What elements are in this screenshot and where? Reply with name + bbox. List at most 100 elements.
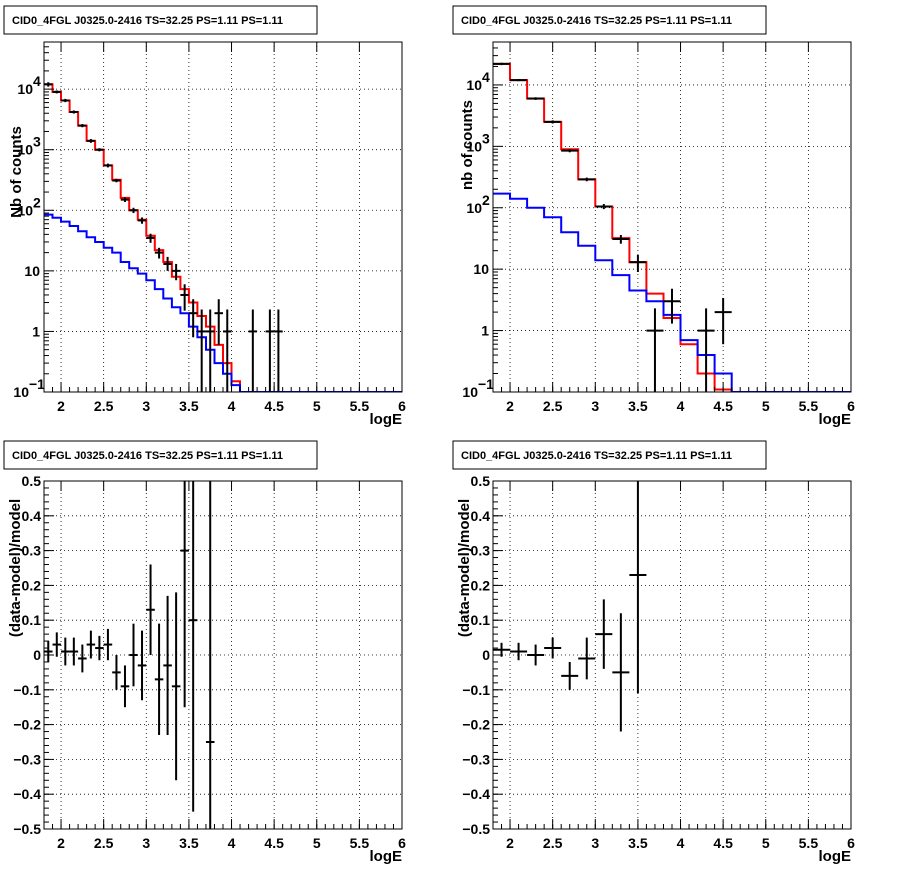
x-tick-label: 4.5	[264, 398, 284, 414]
data-point	[527, 97, 545, 100]
data-point	[146, 233, 155, 243]
data-point	[86, 139, 96, 143]
data-point	[493, 642, 511, 657]
data-point	[44, 82, 53, 87]
data-point	[493, 62, 511, 66]
y-tick-label: 10	[473, 261, 489, 277]
data-point	[129, 207, 138, 214]
chart-title: CID0_4FGL J0325.0-2416 TS=32.25 PS=1.11 …	[12, 450, 283, 462]
x-tick-label: 3	[591, 835, 599, 851]
data-point	[171, 592, 181, 781]
data-point	[163, 595, 172, 736]
data-point	[527, 644, 545, 666]
data-point	[223, 309, 232, 392]
y-tick-label: 0.3	[22, 543, 42, 559]
x-tick-label: 4	[677, 835, 685, 851]
x-tick-label: 6	[847, 835, 855, 851]
x-tick-label: 2.5	[543, 835, 563, 851]
data-point	[180, 284, 189, 311]
data-point	[595, 204, 613, 210]
title-box	[452, 440, 767, 470]
y-tick-label: 0.5	[22, 473, 42, 489]
y-tick-label: −0.5	[462, 821, 490, 837]
x-tick-label: 5	[313, 835, 321, 851]
data-point	[103, 628, 113, 661]
data-point	[612, 235, 630, 244]
x-tick-label: 4.5	[264, 835, 284, 851]
data-point	[188, 299, 198, 338]
y-tick-exponent: 2	[33, 194, 41, 210]
data-point	[544, 637, 562, 659]
data-point	[561, 661, 579, 690]
data-point	[629, 481, 647, 694]
x-axis-label: logE	[370, 411, 403, 428]
data-point	[578, 177, 596, 182]
y-tick-label: 0.1	[22, 612, 42, 628]
x-tick-label: 3	[591, 398, 599, 414]
panel-counts-right: CID0_4FGL J0325.0-2416 TS=32.25 PS=1.11 …	[452, 5, 855, 428]
y-axis-label: nb of counts	[459, 100, 476, 190]
y-tick-label: 10	[466, 77, 482, 93]
x-axis-label: logE	[819, 848, 852, 865]
histogram-series	[493, 192, 851, 392]
data-point	[663, 288, 681, 324]
data-point	[510, 78, 528, 82]
x-tick-label: 3.5	[628, 835, 648, 851]
y-tick-label: 0.4	[471, 508, 491, 524]
y-tick-label: 0.4	[22, 508, 42, 524]
y-tick-label: −0.5	[13, 821, 41, 837]
data-point	[61, 637, 70, 666]
x-tick-label: 4	[228, 398, 236, 414]
y-axis-label: Nb of counts	[8, 126, 25, 218]
data-point	[510, 642, 528, 661]
panel-residuals-left: CID0_4FGL J0325.0-2416 TS=32.25 PS=1.11 …	[3, 440, 406, 865]
data-point	[163, 256, 172, 271]
y-tick-label: −0.1	[462, 682, 490, 698]
x-tick-label: 5.5	[799, 835, 819, 851]
data-point	[188, 481, 198, 812]
data-point	[274, 309, 283, 392]
y-tick-label: 10	[466, 138, 482, 154]
x-tick-label: 5.5	[350, 835, 370, 851]
data-point	[205, 481, 215, 829]
y-tick-label: −0.4	[462, 786, 490, 802]
data-point	[154, 623, 164, 736]
data-point	[69, 637, 79, 666]
data-point	[544, 120, 562, 124]
y-tick-exponent: 4	[482, 69, 490, 85]
y-tick-label: 0.2	[22, 577, 42, 593]
chart-title: CID0_4FGL J0325.0-2416 TS=32.25 PS=1.11 …	[461, 15, 732, 27]
data-point	[154, 247, 164, 259]
data-point	[697, 308, 715, 392]
title-box	[3, 440, 318, 470]
y-tick-label: −0.3	[13, 751, 41, 767]
y-tick-label: 10	[17, 142, 33, 158]
x-tick-label: 3.5	[179, 835, 199, 851]
data-point	[112, 178, 121, 183]
data-point	[137, 630, 147, 701]
data-point	[69, 110, 79, 114]
data-point	[129, 623, 138, 687]
y-tick-label: 0.5	[471, 473, 491, 489]
x-tick-label: 2.5	[543, 398, 563, 414]
data-point	[52, 90, 62, 94]
data-point	[714, 297, 732, 345]
data-point	[180, 481, 189, 708]
x-tick-label: 6	[847, 398, 855, 414]
chart-title: CID0_4FGL J0325.0-2416 TS=32.25 PS=1.11 …	[461, 450, 732, 462]
title-box	[3, 5, 318, 35]
data-point	[561, 149, 579, 153]
chart-title: CID0_4FGL J0325.0-2416 TS=32.25 PS=1.11 …	[12, 15, 283, 27]
x-tick-label: 5.5	[350, 398, 370, 414]
data-point	[44, 641, 53, 662]
y-tick-label: 10	[17, 202, 33, 218]
data-point	[52, 632, 62, 657]
data-point	[629, 255, 647, 272]
y-tick-label: 0.3	[471, 543, 491, 559]
x-tick-label: 4.5	[713, 398, 733, 414]
y-tick-label: 1	[481, 323, 489, 339]
data-point	[95, 148, 104, 152]
x-tick-label: 6	[398, 398, 406, 414]
y-tick-label: 10	[17, 81, 33, 97]
y-tick-exponent: 3	[33, 134, 41, 150]
